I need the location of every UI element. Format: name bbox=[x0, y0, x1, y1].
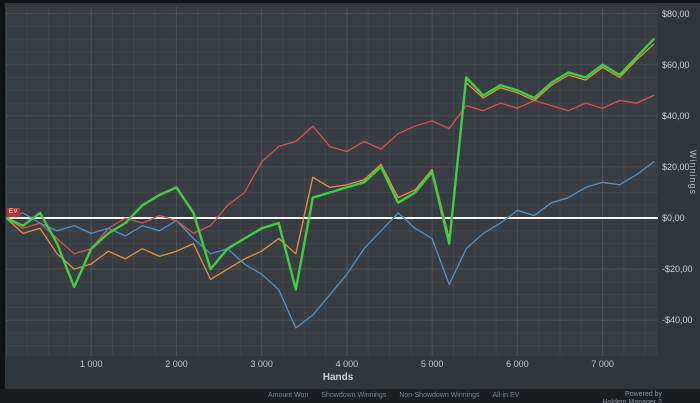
watermark: Powered by Holdem Manager 2 bbox=[602, 391, 662, 403]
y-tick-label: -$20,00 bbox=[662, 264, 693, 275]
legend-item: Amount Won bbox=[268, 392, 309, 399]
x-tick-label: 4 000 bbox=[335, 359, 359, 369]
y-tick-label: $40,00 bbox=[662, 110, 690, 121]
x-tick-label: 6 000 bbox=[506, 359, 529, 369]
window-edge-top bbox=[0, 0, 700, 3]
footer-legend: Amount Won Showdown Winnings Non-Showdown … bbox=[268, 392, 519, 399]
y-tick-label: -$40,00 bbox=[662, 315, 693, 326]
legend-item: Showdown Winnings bbox=[321, 392, 387, 399]
plot-area[interactable] bbox=[6, 7, 658, 356]
status-bar: Amount Won Showdown Winnings Non-Showdown … bbox=[0, 389, 700, 403]
x-tick-label: 1 000 bbox=[79, 359, 103, 369]
legend-item: All-in EV bbox=[492, 392, 520, 399]
x-tick-label: 3 000 bbox=[250, 359, 273, 369]
y-tick-label: $20,00 bbox=[662, 161, 690, 172]
y-tick-label: $60,00 bbox=[662, 59, 690, 70]
legend-item: Non-Showdown Winnings bbox=[399, 392, 480, 399]
x-tick-label: 7 000 bbox=[591, 359, 614, 369]
ev-badge: EV bbox=[7, 208, 21, 218]
y-tick-label: $0,00 bbox=[662, 213, 685, 224]
window-edge-left bbox=[0, 0, 5, 403]
powered-by-label: Powered by bbox=[625, 391, 662, 398]
x-tick-label: 2 000 bbox=[165, 359, 188, 369]
brand-label: Holdem Manager 2 bbox=[602, 399, 662, 403]
x-tick-label: 5 000 bbox=[420, 359, 444, 369]
winnings-chart bbox=[6, 7, 658, 356]
y-axis-title: Winnings bbox=[688, 150, 698, 196]
x-axis-title: Hands bbox=[322, 372, 354, 383]
y-tick-label: $80,00 bbox=[662, 8, 690, 19]
